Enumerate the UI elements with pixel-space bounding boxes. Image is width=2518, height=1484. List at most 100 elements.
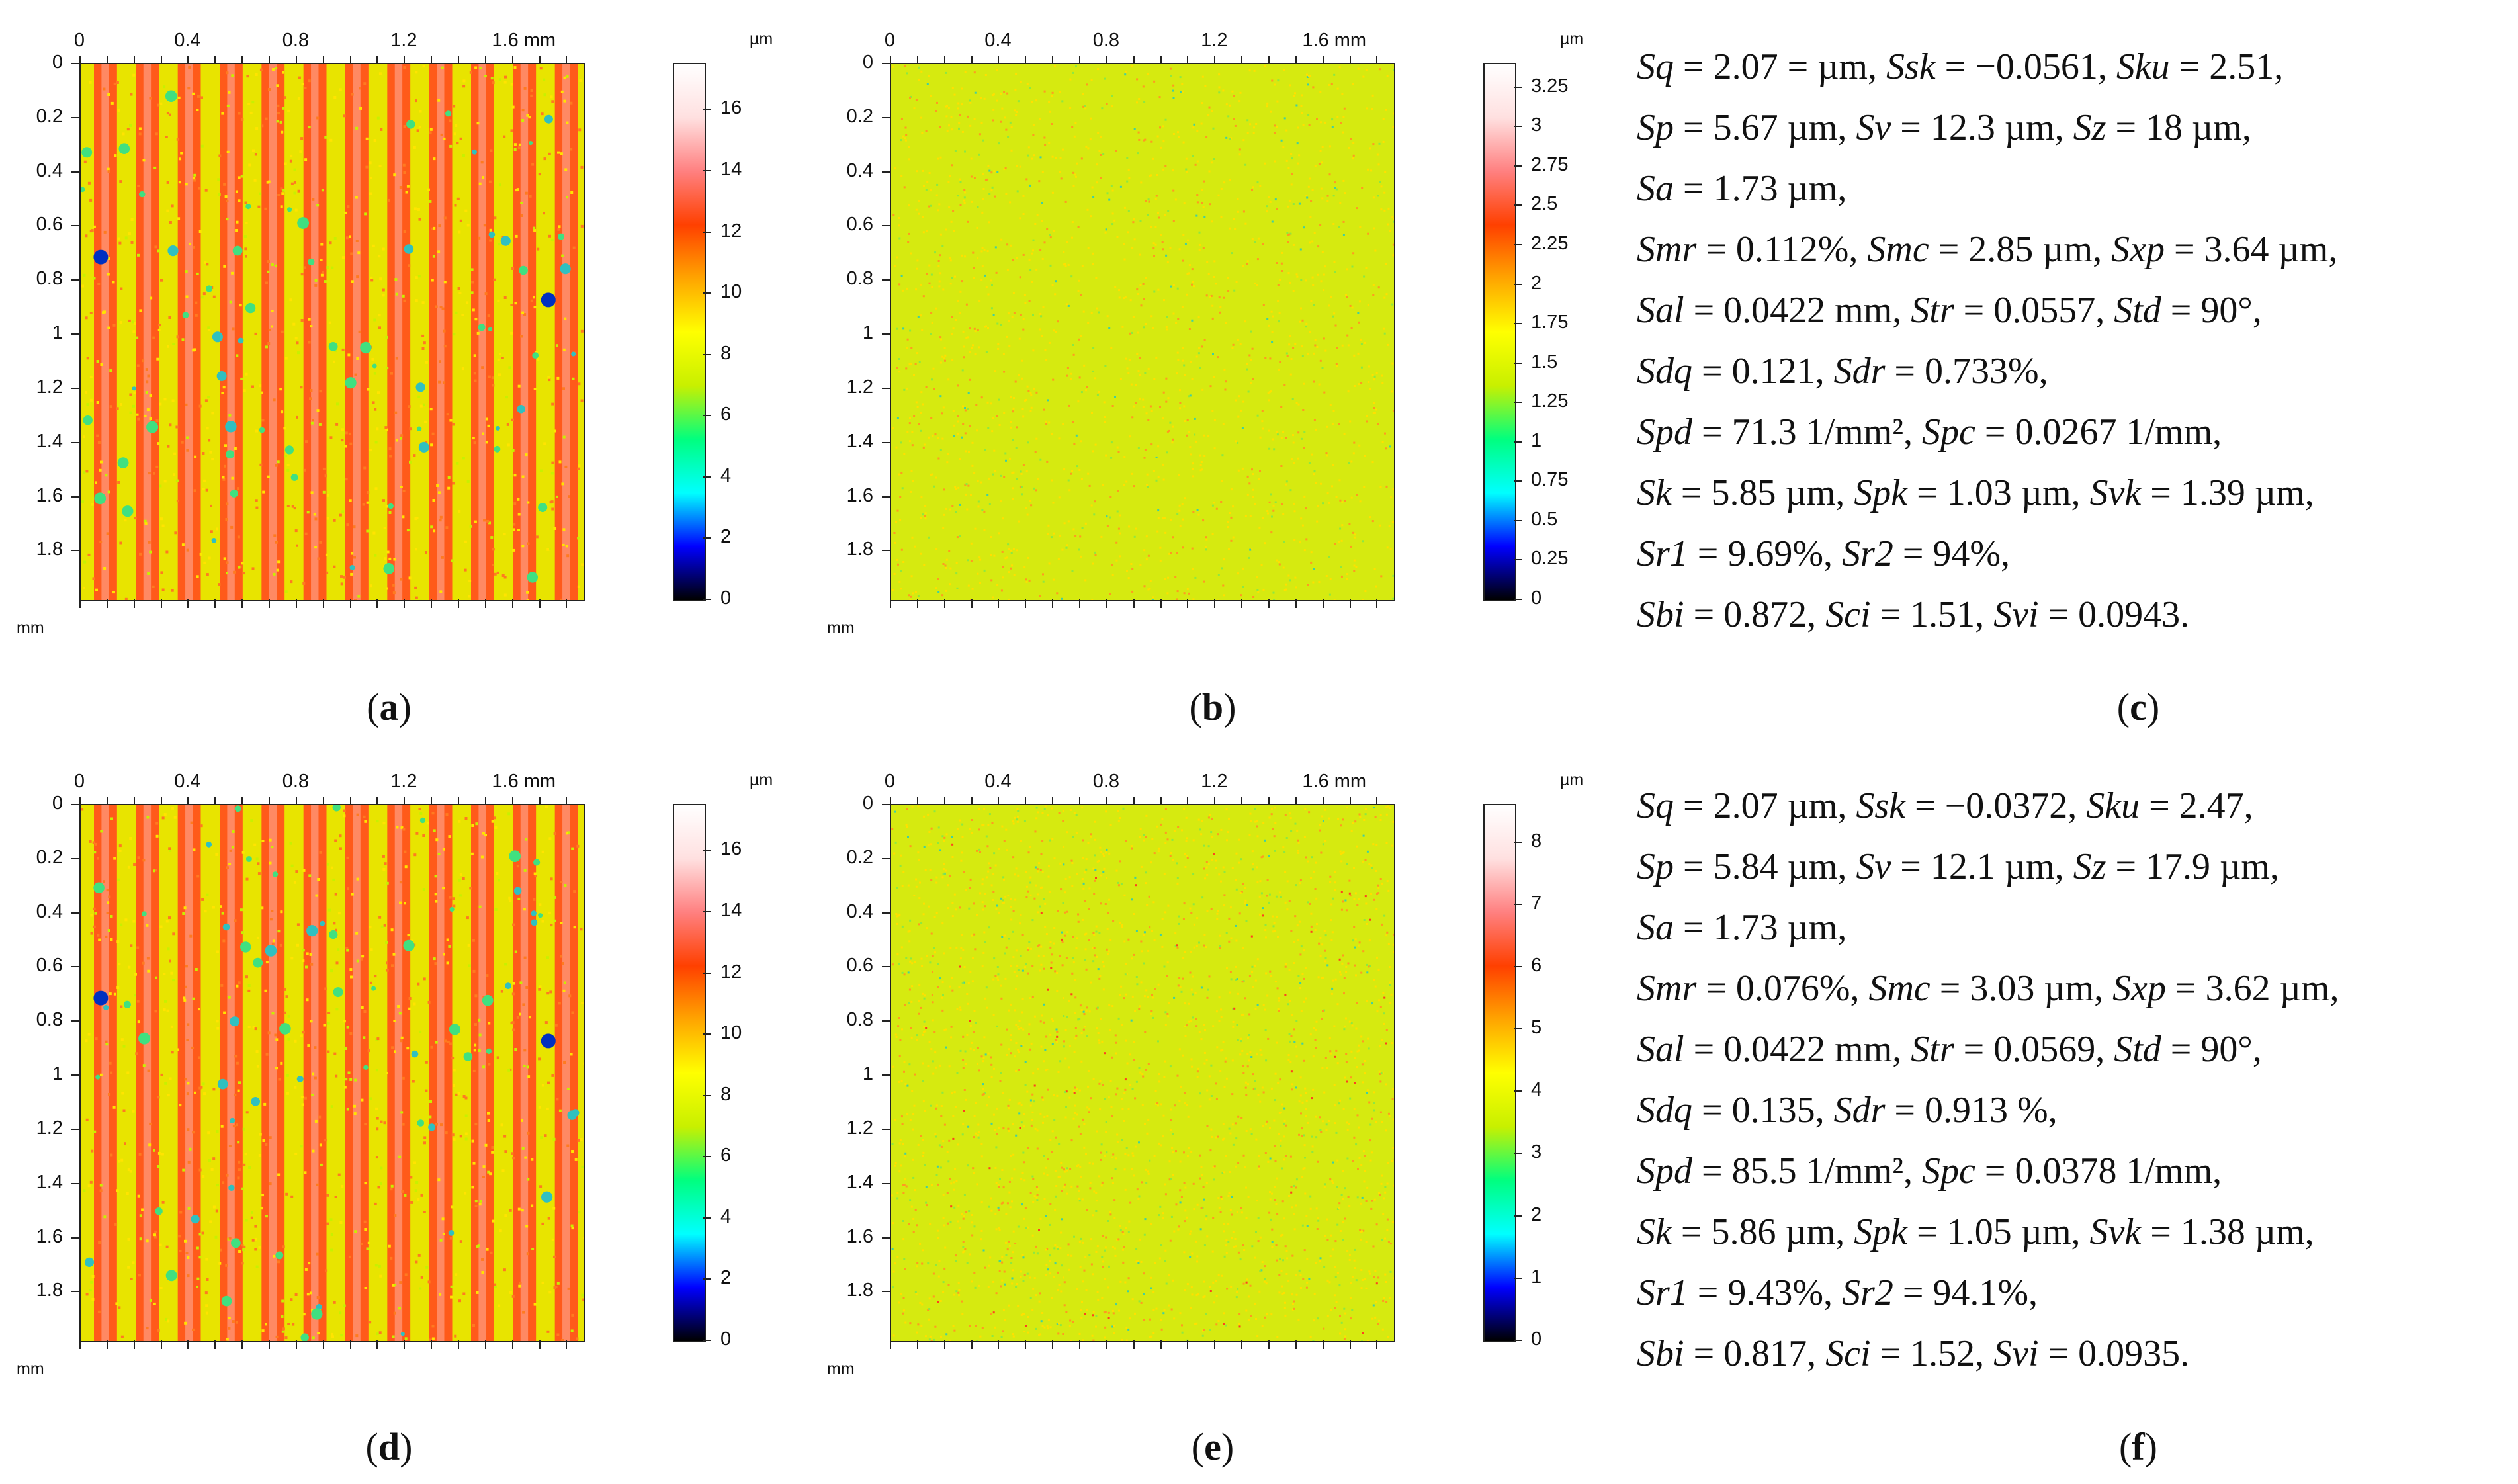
color-scale-tick: 6 — [720, 404, 732, 425]
y-tick-label: 0.4 — [846, 900, 873, 922]
pit-spot — [495, 425, 500, 431]
pit-spot — [320, 920, 326, 926]
pit-spot — [222, 923, 230, 931]
axis-unit-mm: mm — [827, 619, 855, 637]
pit-spot — [230, 1016, 240, 1027]
x-tick-mark — [1133, 56, 1135, 63]
x-tick-mark — [1376, 1340, 1378, 1349]
color-scale-tick-mark — [703, 972, 711, 974]
pit-spot — [230, 1117, 236, 1124]
color-scale-tick: 0 — [1531, 588, 1542, 609]
x-tick-mark — [1268, 56, 1270, 63]
pit-spot — [472, 149, 477, 155]
y-tick-label: 1 — [52, 1063, 63, 1085]
parameter-line: Sal = 0.0422 mm, Str = 0.0569, Std = 90°… — [1637, 1029, 2262, 1070]
color-scale-tick: 4 — [720, 464, 732, 486]
color-scale-tick: 4 — [1531, 1079, 1542, 1101]
x-tick-mark — [511, 56, 513, 63]
y-tick-mark — [882, 966, 890, 968]
color-scale-tick: 6 — [1531, 954, 1542, 976]
x-tick-mark — [1241, 797, 1243, 804]
ridge-crest — [227, 64, 235, 600]
pit-spot — [95, 1074, 101, 1080]
y-tick-mark — [71, 550, 79, 552]
y-tick-mark — [882, 912, 890, 914]
x-tick-label: 0.4 — [174, 771, 201, 792]
y-tick-label: 1.4 — [846, 430, 873, 452]
y-tick-mark — [71, 279, 79, 281]
x-tick-mark — [1106, 56, 1107, 63]
pit-spot — [306, 925, 318, 937]
x-tick-mark — [349, 56, 351, 63]
color-scale-tick-mark — [1514, 1277, 1522, 1279]
color-scale-tick-mark — [703, 109, 711, 110]
color-scale-unit: µm — [750, 771, 773, 789]
x-tick-mark — [1376, 56, 1378, 63]
color-scale-tick-mark — [703, 231, 711, 233]
y-tick-label: 0.2 — [36, 105, 63, 127]
height-map-image — [891, 64, 1394, 600]
pit-spot — [333, 987, 343, 998]
x-tick-mark — [1295, 1340, 1297, 1349]
y-tick-label: 0.4 — [36, 900, 63, 922]
x-tick-mark — [511, 1340, 513, 1349]
color-scale-tick-mark — [703, 170, 711, 171]
ridge-crest — [143, 64, 152, 600]
y-tick-label: 0.8 — [846, 1009, 873, 1031]
x-tick-mark — [1025, 56, 1027, 63]
x-tick-mark — [1214, 599, 1216, 608]
x-tick-mark — [214, 599, 216, 608]
x-tick-mark — [971, 599, 973, 608]
color-scale-tick-mark — [1514, 1215, 1522, 1217]
color-scale-tick: 1 — [1531, 429, 1542, 451]
y-tick-mark — [71, 912, 79, 914]
y-tick-label: 0.2 — [846, 846, 873, 868]
pit-spot — [416, 426, 422, 432]
color-scale-tick-mark — [703, 476, 711, 478]
pit-spot — [279, 1023, 291, 1035]
x-tick-mark — [971, 1340, 973, 1349]
color-scale-tick-mark — [1514, 126, 1522, 128]
x-tick-mark — [1025, 797, 1027, 804]
pit-spot — [558, 233, 564, 240]
y-tick-label: 1.4 — [36, 1171, 63, 1193]
pit-spot — [245, 856, 252, 862]
color-scale-tick: 1 — [1531, 1266, 1542, 1288]
parameter-line: Sp = 5.84 µm, Sv = 12.1 µm, Sz = 17.9 µm… — [1637, 846, 2279, 887]
x-tick-mark — [1376, 797, 1378, 804]
axis-unit-mm: mm — [17, 1360, 44, 1378]
y-tick-mark — [71, 441, 79, 443]
pit-spot — [296, 1075, 304, 1082]
x-tick-mark — [511, 797, 513, 804]
x-tick-mark — [187, 1340, 189, 1349]
x-tick-mark — [1052, 56, 1054, 63]
pit-spot — [117, 457, 129, 468]
pit-spot — [206, 841, 212, 848]
y-tick-mark — [71, 1020, 79, 1022]
surface-map — [890, 804, 1395, 1342]
color-scale-tick-mark — [1514, 599, 1522, 600]
x-tick-mark — [1187, 1340, 1189, 1349]
x-tick-mark — [133, 599, 135, 608]
color-scale-tick: 2 — [720, 526, 732, 548]
x-tick-mark — [1133, 599, 1135, 608]
axis-unit-mm: mm — [827, 1360, 855, 1378]
parameter-line: Sbi = 0.817, Sci = 1.52, Svi = 0.0935. — [1637, 1333, 2190, 1374]
caption-c: (c) — [2116, 685, 2160, 728]
x-tick-label: 1.6 mm — [492, 30, 556, 51]
x-tick-mark — [566, 797, 568, 804]
pit-spot — [328, 342, 338, 351]
y-tick-label: 0.2 — [846, 105, 873, 127]
ridge-crest — [185, 805, 193, 1341]
pit-spot — [231, 1238, 241, 1248]
x-tick-mark — [1106, 797, 1107, 804]
x-tick-label: 1.2 — [390, 30, 417, 51]
x-tick-label: 0.8 — [282, 771, 310, 792]
x-tick-mark — [1079, 599, 1081, 608]
color-scale-tick: 0 — [1531, 1329, 1542, 1350]
pit-spot — [84, 1257, 95, 1267]
pit-spot — [251, 1097, 261, 1106]
ridge-crest — [562, 805, 570, 1341]
pit-spot — [529, 141, 533, 146]
x-tick-label: 1.2 — [1201, 30, 1228, 51]
